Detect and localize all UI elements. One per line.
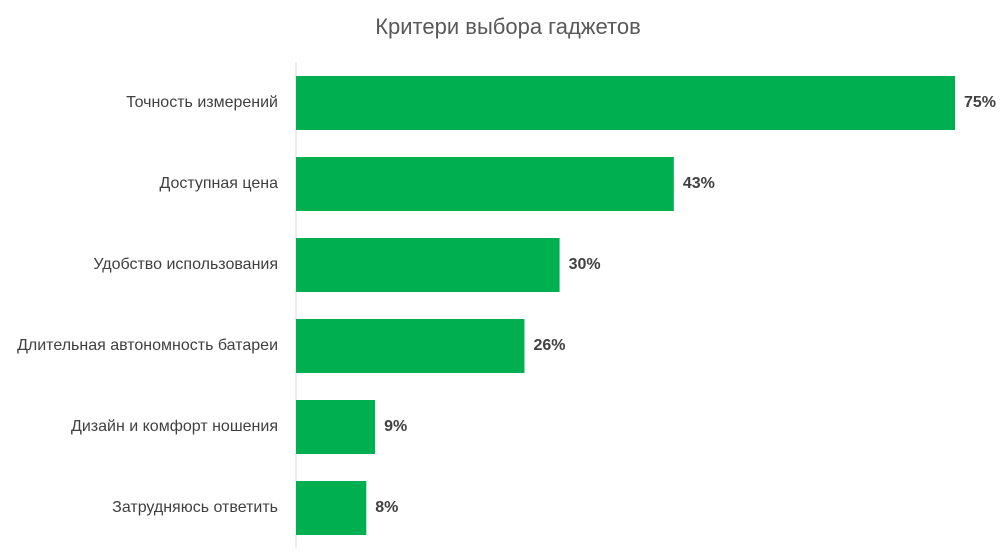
- category-label: Длительная автономность батареи: [17, 337, 278, 354]
- value-label: 9%: [384, 418, 407, 435]
- bar: [296, 76, 955, 130]
- category-label: Удобство использования: [93, 256, 278, 273]
- bar: [296, 481, 367, 535]
- bar: [296, 157, 674, 211]
- bar: [296, 400, 376, 454]
- category-label: Затрудняюсь ответить: [112, 499, 278, 516]
- bar: [296, 319, 525, 373]
- category-label: Дизайн и комфорт ношения: [71, 418, 278, 435]
- value-label: 75%: [964, 94, 996, 111]
- category-label: Точность измерений: [126, 94, 278, 111]
- bar: [296, 238, 560, 292]
- chart-title: Критери выбора гаджетов: [375, 14, 641, 39]
- category-label: Доступная цена: [159, 175, 278, 192]
- value-label: 26%: [533, 337, 565, 354]
- value-label: 30%: [569, 256, 601, 273]
- value-label: 8%: [375, 499, 398, 516]
- value-label: 43%: [683, 175, 715, 192]
